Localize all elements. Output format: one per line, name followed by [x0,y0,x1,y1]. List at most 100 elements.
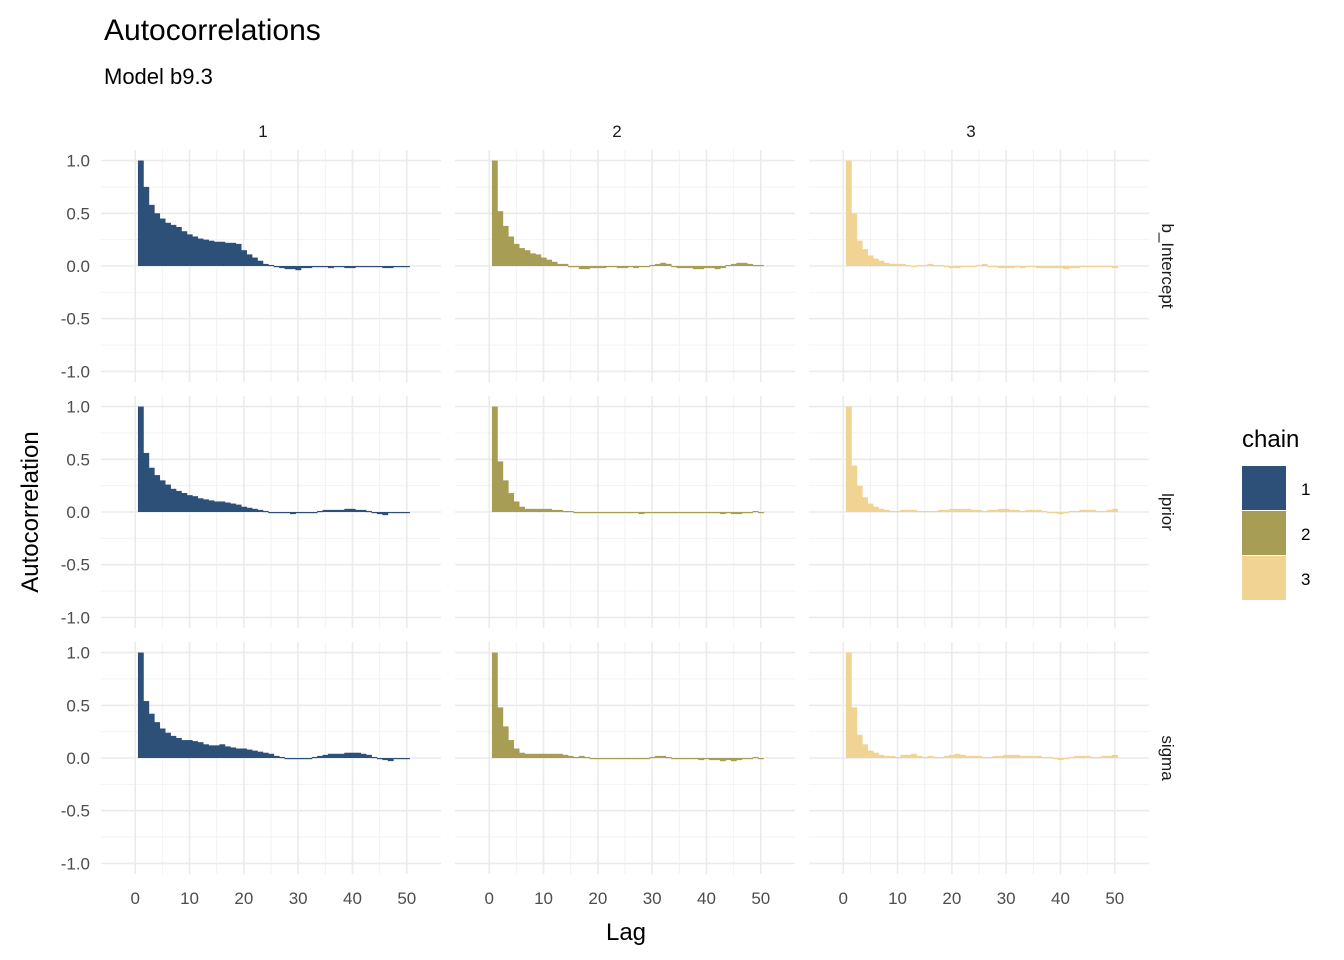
acf-bar [1095,510,1102,513]
acf-bar [916,264,923,267]
acf-bar [1019,266,1026,269]
acf-bar [546,508,553,512]
acf-bar [949,266,955,269]
acf-bar [862,744,869,758]
acf-bar [502,726,509,758]
acf-bar [894,756,901,759]
acf-bar [338,266,345,268]
acf-bar [665,756,672,759]
acf-bar [344,508,351,512]
acf-bar [513,748,520,758]
x-tick-label: 10 [534,889,553,908]
acf-bar [1014,509,1021,512]
acf-bar [998,266,1004,269]
strip-label-row: sigma [1158,735,1177,781]
acf-bar [867,503,874,512]
acf-bar [290,512,296,515]
acf-bar [725,512,732,514]
acf-bar [165,732,171,758]
acf-bar [1057,758,1064,761]
acf-bar [360,753,367,758]
y-tick-label: -0.5 [61,802,90,821]
acf-bar [911,753,917,758]
legend-key-chain-2 [1242,511,1286,555]
acf-bar [279,512,285,514]
acf-bar [605,758,612,760]
acf-bar [241,748,247,758]
acf-bar [387,512,394,514]
acf-bar [181,493,188,512]
acf-bar [1003,508,1010,512]
acf-bar [1030,755,1037,758]
acf-bar [306,266,313,269]
acf-bar [932,510,939,513]
acf-bar [889,263,896,266]
acf-bar [273,266,280,268]
acf-bar [186,234,193,266]
x-tick-label: 50 [397,889,416,908]
acf-bar [333,266,340,268]
y-tick-label: 0.5 [66,204,90,223]
acf-bar [927,510,934,513]
acf-bar [654,263,661,266]
acf-bar [1074,755,1080,758]
acf-bar [611,758,618,760]
acf-bar [535,254,542,266]
acf-bar [567,755,574,758]
acf-bar [170,735,177,758]
acf-bar [578,266,585,270]
acf-bar [273,512,280,514]
acf-bar [137,652,144,758]
acf-bar [366,510,372,513]
acf-bar [262,752,269,758]
chart-subtitle: Model b9.3 [104,64,213,89]
x-tick-label: 0 [838,889,847,908]
acf-bar [219,744,226,758]
acf-bar [992,266,999,268]
acf-bar [224,746,231,758]
acf-bar [856,240,863,266]
acf-bar [600,758,607,760]
acf-bar [698,512,705,514]
acf-bar [300,512,307,514]
acf-bar [317,755,323,758]
acf-bar [404,266,410,268]
acf-bar [976,509,983,512]
acf-bar [241,506,247,512]
acf-bar [654,512,661,514]
acf-bar [873,752,879,758]
acf-bar [736,262,743,266]
acf-bar [317,510,323,513]
acf-bar [497,461,504,512]
acf-bar [213,241,220,266]
acf-bar [192,496,199,512]
acf-bar [954,508,961,512]
acf-bar [709,758,716,761]
acf-bar [845,160,852,266]
acf-bar [981,263,988,266]
acf-bar [1063,758,1070,760]
acf-bar [954,753,961,758]
acf-bar [181,740,188,758]
acf-bar [519,752,525,758]
acf-bar [682,758,688,760]
acf-bar [175,226,182,266]
acf-bar [644,512,650,514]
acf-bar [578,512,585,514]
acf-bar [981,510,988,513]
acf-bar [1063,512,1070,514]
acf-bar [752,264,759,267]
strip-label-column: 2 [612,122,621,141]
acf-bar [349,752,356,758]
acf-bar [1074,510,1080,513]
legend-key-chain-1 [1242,466,1286,510]
x-tick-label: 40 [697,889,716,908]
acf-bar [916,755,923,758]
acf-bar [616,266,623,269]
acf-bar [851,465,858,512]
acf-bar [366,754,372,758]
x-tick-label: 30 [289,889,308,908]
acf-bar [404,758,410,760]
acf-bar [529,753,536,758]
acf-bar [513,501,520,512]
